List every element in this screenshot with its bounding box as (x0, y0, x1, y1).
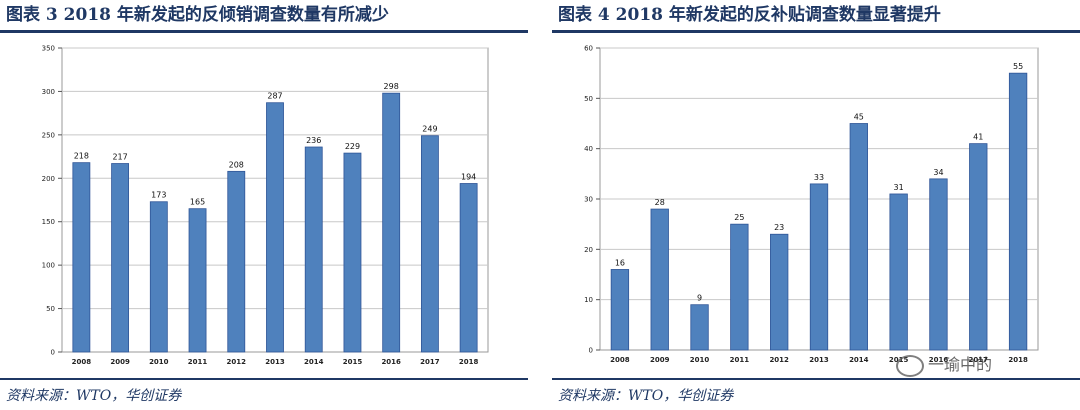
bar (849, 123, 868, 351)
bar (610, 269, 630, 351)
x-tick-label: 2014 (304, 358, 324, 366)
x-tick-label: 2016 (381, 358, 401, 366)
figure-4-source: 资料来源：WTO，华创证券 (558, 388, 734, 404)
bar (343, 152, 362, 353)
watermark: 一瑜中的 (896, 351, 992, 379)
bar (188, 208, 207, 353)
data-label: 16 (615, 258, 625, 267)
bar (227, 170, 246, 353)
bar (111, 163, 130, 353)
x-tick-label: 2013 (809, 356, 829, 364)
x-tick-label: 2013 (265, 358, 285, 366)
data-label: 45 (854, 113, 864, 122)
data-label: 249 (422, 125, 437, 134)
figure-4-top-rule (552, 30, 1080, 33)
y-tick-label: 50 (584, 95, 593, 103)
x-tick-label: 2010 (149, 358, 169, 366)
y-tick-label: 40 (584, 145, 593, 153)
y-tick-label: 150 (42, 218, 55, 226)
bar (650, 208, 669, 351)
data-label: 194 (461, 172, 476, 181)
y-tick-label: 250 (42, 131, 55, 139)
data-label: 33 (814, 173, 824, 182)
y-tick-label: 0 (51, 349, 55, 357)
wechat-icon (896, 354, 924, 377)
figure-4-bottom-rule (552, 378, 1080, 380)
x-tick-label: 2017 (969, 356, 989, 364)
bar (304, 146, 323, 353)
x-tick-label: 2011 (730, 356, 750, 364)
bar (730, 223, 749, 351)
data-label: 298 (384, 82, 399, 91)
y-tick-label: 30 (584, 196, 593, 204)
watermark-text: 一瑜中的 (928, 355, 993, 374)
x-tick-label: 2010 (690, 356, 710, 364)
figure-4-title: 图表 4 2018 年新发起的反补贴调查数量显著提升 (558, 5, 941, 25)
bar (266, 102, 284, 353)
data-label: 218 (74, 152, 89, 161)
figure-4-chart: 0 10 20 30 40 50 60 16 2008 28 2009 9 2010 25 2011 23 20… (584, 45, 1039, 364)
bar (889, 193, 908, 351)
y-tick-label: 20 (584, 246, 593, 254)
bar (969, 143, 988, 351)
y-tick-label: 350 (42, 45, 55, 53)
data-label: 23 (774, 223, 784, 232)
figure-3-chart: 0 50 100 150 200 250 300 350 218 2008 217 2009 173 20… (42, 45, 489, 366)
data-label: 236 (306, 136, 321, 145)
x-tick-label: 2012 (227, 358, 247, 366)
data-label: 217 (112, 153, 127, 162)
y-tick-label: 60 (584, 45, 593, 53)
figure-3-title: 图表 3 2018 年新发起的反倾销调查数量有所减少 (6, 5, 389, 25)
bar (929, 178, 948, 351)
y-tick-label: 0 (589, 347, 593, 355)
x-tick-label: 2018 (459, 358, 479, 366)
bar (382, 92, 401, 353)
x-tick-label: 2014 (849, 356, 869, 364)
y-tick-label: 10 (584, 296, 593, 304)
x-tick-label: 2018 (1008, 356, 1028, 364)
x-tick-label: 2008 (610, 356, 630, 364)
data-label: 41 (973, 133, 983, 142)
y-tick-label: 50 (46, 305, 55, 313)
data-label: 25 (734, 213, 744, 222)
y-tick-label: 100 (42, 262, 55, 270)
figure-3-source: 资料来源：WTO，华创证券 (6, 388, 182, 404)
x-tick-label: 2015 (343, 358, 363, 366)
data-label: 34 (933, 168, 943, 177)
bar (420, 135, 439, 353)
bar (809, 183, 829, 351)
data-label: 208 (229, 160, 244, 169)
bar (149, 201, 168, 353)
figure-3-bottom-rule (0, 378, 528, 380)
bar (690, 304, 709, 351)
data-label: 9 (697, 294, 702, 303)
data-label: 229 (345, 142, 360, 151)
bar (72, 162, 91, 353)
x-tick-label: 2009 (650, 356, 670, 364)
data-label: 55 (1013, 62, 1023, 71)
x-tick-label: 2012 (769, 356, 789, 364)
x-tick-label: 2017 (420, 358, 440, 366)
bar (459, 183, 478, 353)
x-tick-label: 2008 (72, 358, 92, 366)
data-label: 287 (267, 92, 282, 101)
figure-3-top-rule (0, 30, 528, 33)
data-label: 173 (151, 191, 166, 200)
y-tick-label: 200 (42, 175, 55, 183)
data-label: 31 (894, 183, 904, 192)
bar (770, 233, 789, 351)
x-tick-label: 2009 (110, 358, 130, 366)
x-tick-label: 2011 (188, 358, 208, 366)
data-label: 28 (655, 198, 665, 207)
x-tick-label: 2016 (929, 356, 949, 364)
data-label: 165 (190, 198, 205, 207)
y-tick-label: 300 (42, 88, 55, 96)
bar (1008, 72, 1028, 351)
